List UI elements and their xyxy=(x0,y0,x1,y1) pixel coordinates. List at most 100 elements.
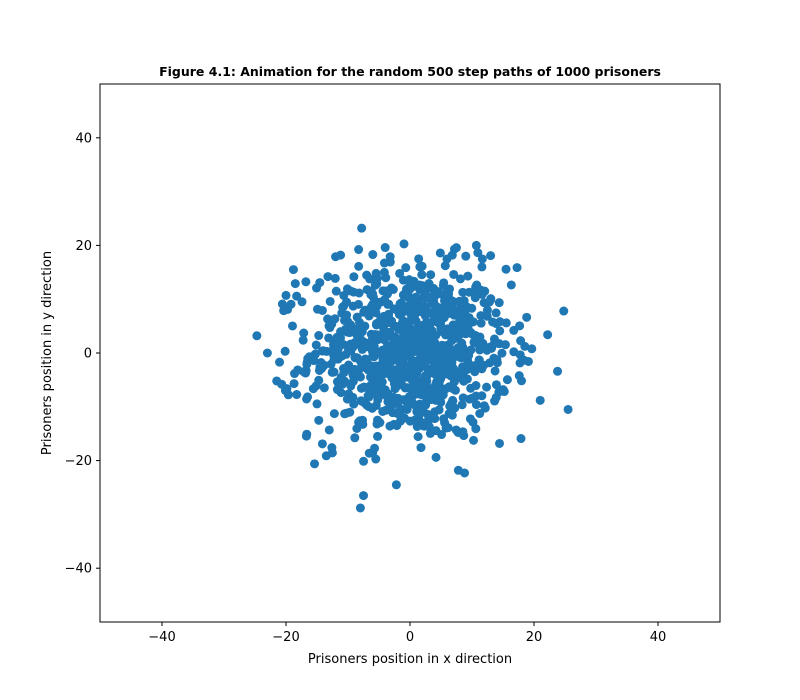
y-tick-label: 40 xyxy=(75,131,92,146)
data-point xyxy=(500,340,510,350)
data-point xyxy=(516,336,526,346)
data-point xyxy=(317,439,327,449)
data-point xyxy=(422,340,432,350)
data-point xyxy=(283,390,293,400)
data-point xyxy=(450,403,460,413)
data-point xyxy=(330,345,340,355)
data-point xyxy=(447,250,457,260)
data-point xyxy=(359,456,369,466)
data-point xyxy=(417,281,427,291)
data-point xyxy=(378,318,388,328)
data-point xyxy=(501,264,511,274)
data-point xyxy=(327,443,337,453)
data-point xyxy=(436,397,446,407)
data-point xyxy=(458,393,468,403)
data-point xyxy=(357,223,367,233)
data-point xyxy=(324,425,334,435)
data-point xyxy=(462,317,472,327)
data-point xyxy=(330,273,340,283)
data-point xyxy=(490,366,500,376)
ticks-layer: −40 −20 0 20 40 −40 −20 0 20 40 xyxy=(65,131,667,645)
data-point xyxy=(461,302,471,312)
data-point xyxy=(502,375,512,385)
data-point xyxy=(421,347,431,357)
data-point xyxy=(383,389,393,399)
data-point xyxy=(431,330,441,340)
data-point xyxy=(380,243,390,253)
data-point xyxy=(434,405,444,415)
data-point xyxy=(401,363,411,373)
data-point xyxy=(350,433,360,443)
data-point xyxy=(370,443,380,453)
x-tick-label: −20 xyxy=(272,630,299,645)
data-point xyxy=(466,383,476,393)
data-point xyxy=(381,286,391,296)
data-point xyxy=(405,416,415,426)
data-point xyxy=(301,277,311,287)
data-point xyxy=(372,273,382,283)
data-point xyxy=(494,298,504,308)
chart-title: Figure 4.1: Animation for the random 500… xyxy=(159,64,661,79)
data-point xyxy=(497,348,507,358)
data-point xyxy=(391,480,401,490)
data-point xyxy=(466,345,476,355)
data-point xyxy=(354,299,363,309)
data-point xyxy=(426,368,436,378)
data-point xyxy=(323,272,333,282)
data-point xyxy=(331,286,341,296)
data-point xyxy=(311,340,321,350)
y-axis-label: Prisoners position in y direction xyxy=(40,251,55,455)
data-point xyxy=(457,338,467,348)
data-point xyxy=(393,409,403,419)
data-point xyxy=(453,323,463,333)
data-point xyxy=(471,331,481,341)
data-point xyxy=(476,318,486,328)
data-point xyxy=(252,331,262,341)
data-point xyxy=(559,306,569,316)
data-point xyxy=(352,330,362,340)
data-point xyxy=(355,503,365,513)
x-axis-label: Prisoners position in x direction xyxy=(308,652,512,667)
data-point xyxy=(324,321,334,331)
data-point xyxy=(288,265,298,275)
data-point xyxy=(473,248,483,258)
data-point xyxy=(314,415,324,425)
data-point xyxy=(420,288,430,298)
data-point xyxy=(354,261,364,271)
data-point xyxy=(429,296,439,306)
data-point xyxy=(371,308,381,318)
data-point xyxy=(451,425,461,435)
data-point xyxy=(419,330,429,340)
data-point xyxy=(328,367,338,377)
data-point xyxy=(411,365,421,375)
data-point xyxy=(393,399,403,409)
data-point xyxy=(463,364,473,374)
data-point xyxy=(431,426,441,436)
data-point xyxy=(362,355,372,365)
data-point xyxy=(444,355,454,365)
data-point xyxy=(290,369,300,379)
data-point xyxy=(458,375,468,385)
data-point xyxy=(426,270,436,280)
data-point xyxy=(359,491,368,501)
data-point xyxy=(359,321,369,331)
data-point xyxy=(330,314,340,324)
data-point xyxy=(403,401,413,411)
data-point xyxy=(419,382,429,392)
data-point xyxy=(512,263,522,273)
data-point xyxy=(342,297,352,307)
data-point xyxy=(444,289,454,299)
data-point xyxy=(292,291,302,301)
data-point xyxy=(479,360,489,370)
data-point xyxy=(413,432,423,442)
data-point xyxy=(439,278,449,288)
data-point xyxy=(309,356,319,366)
data-point xyxy=(454,330,464,340)
data-point xyxy=(436,307,446,317)
data-point xyxy=(499,387,509,397)
data-point xyxy=(447,410,457,420)
data-point xyxy=(368,331,378,341)
data-point xyxy=(319,383,329,393)
data-point xyxy=(367,403,377,413)
